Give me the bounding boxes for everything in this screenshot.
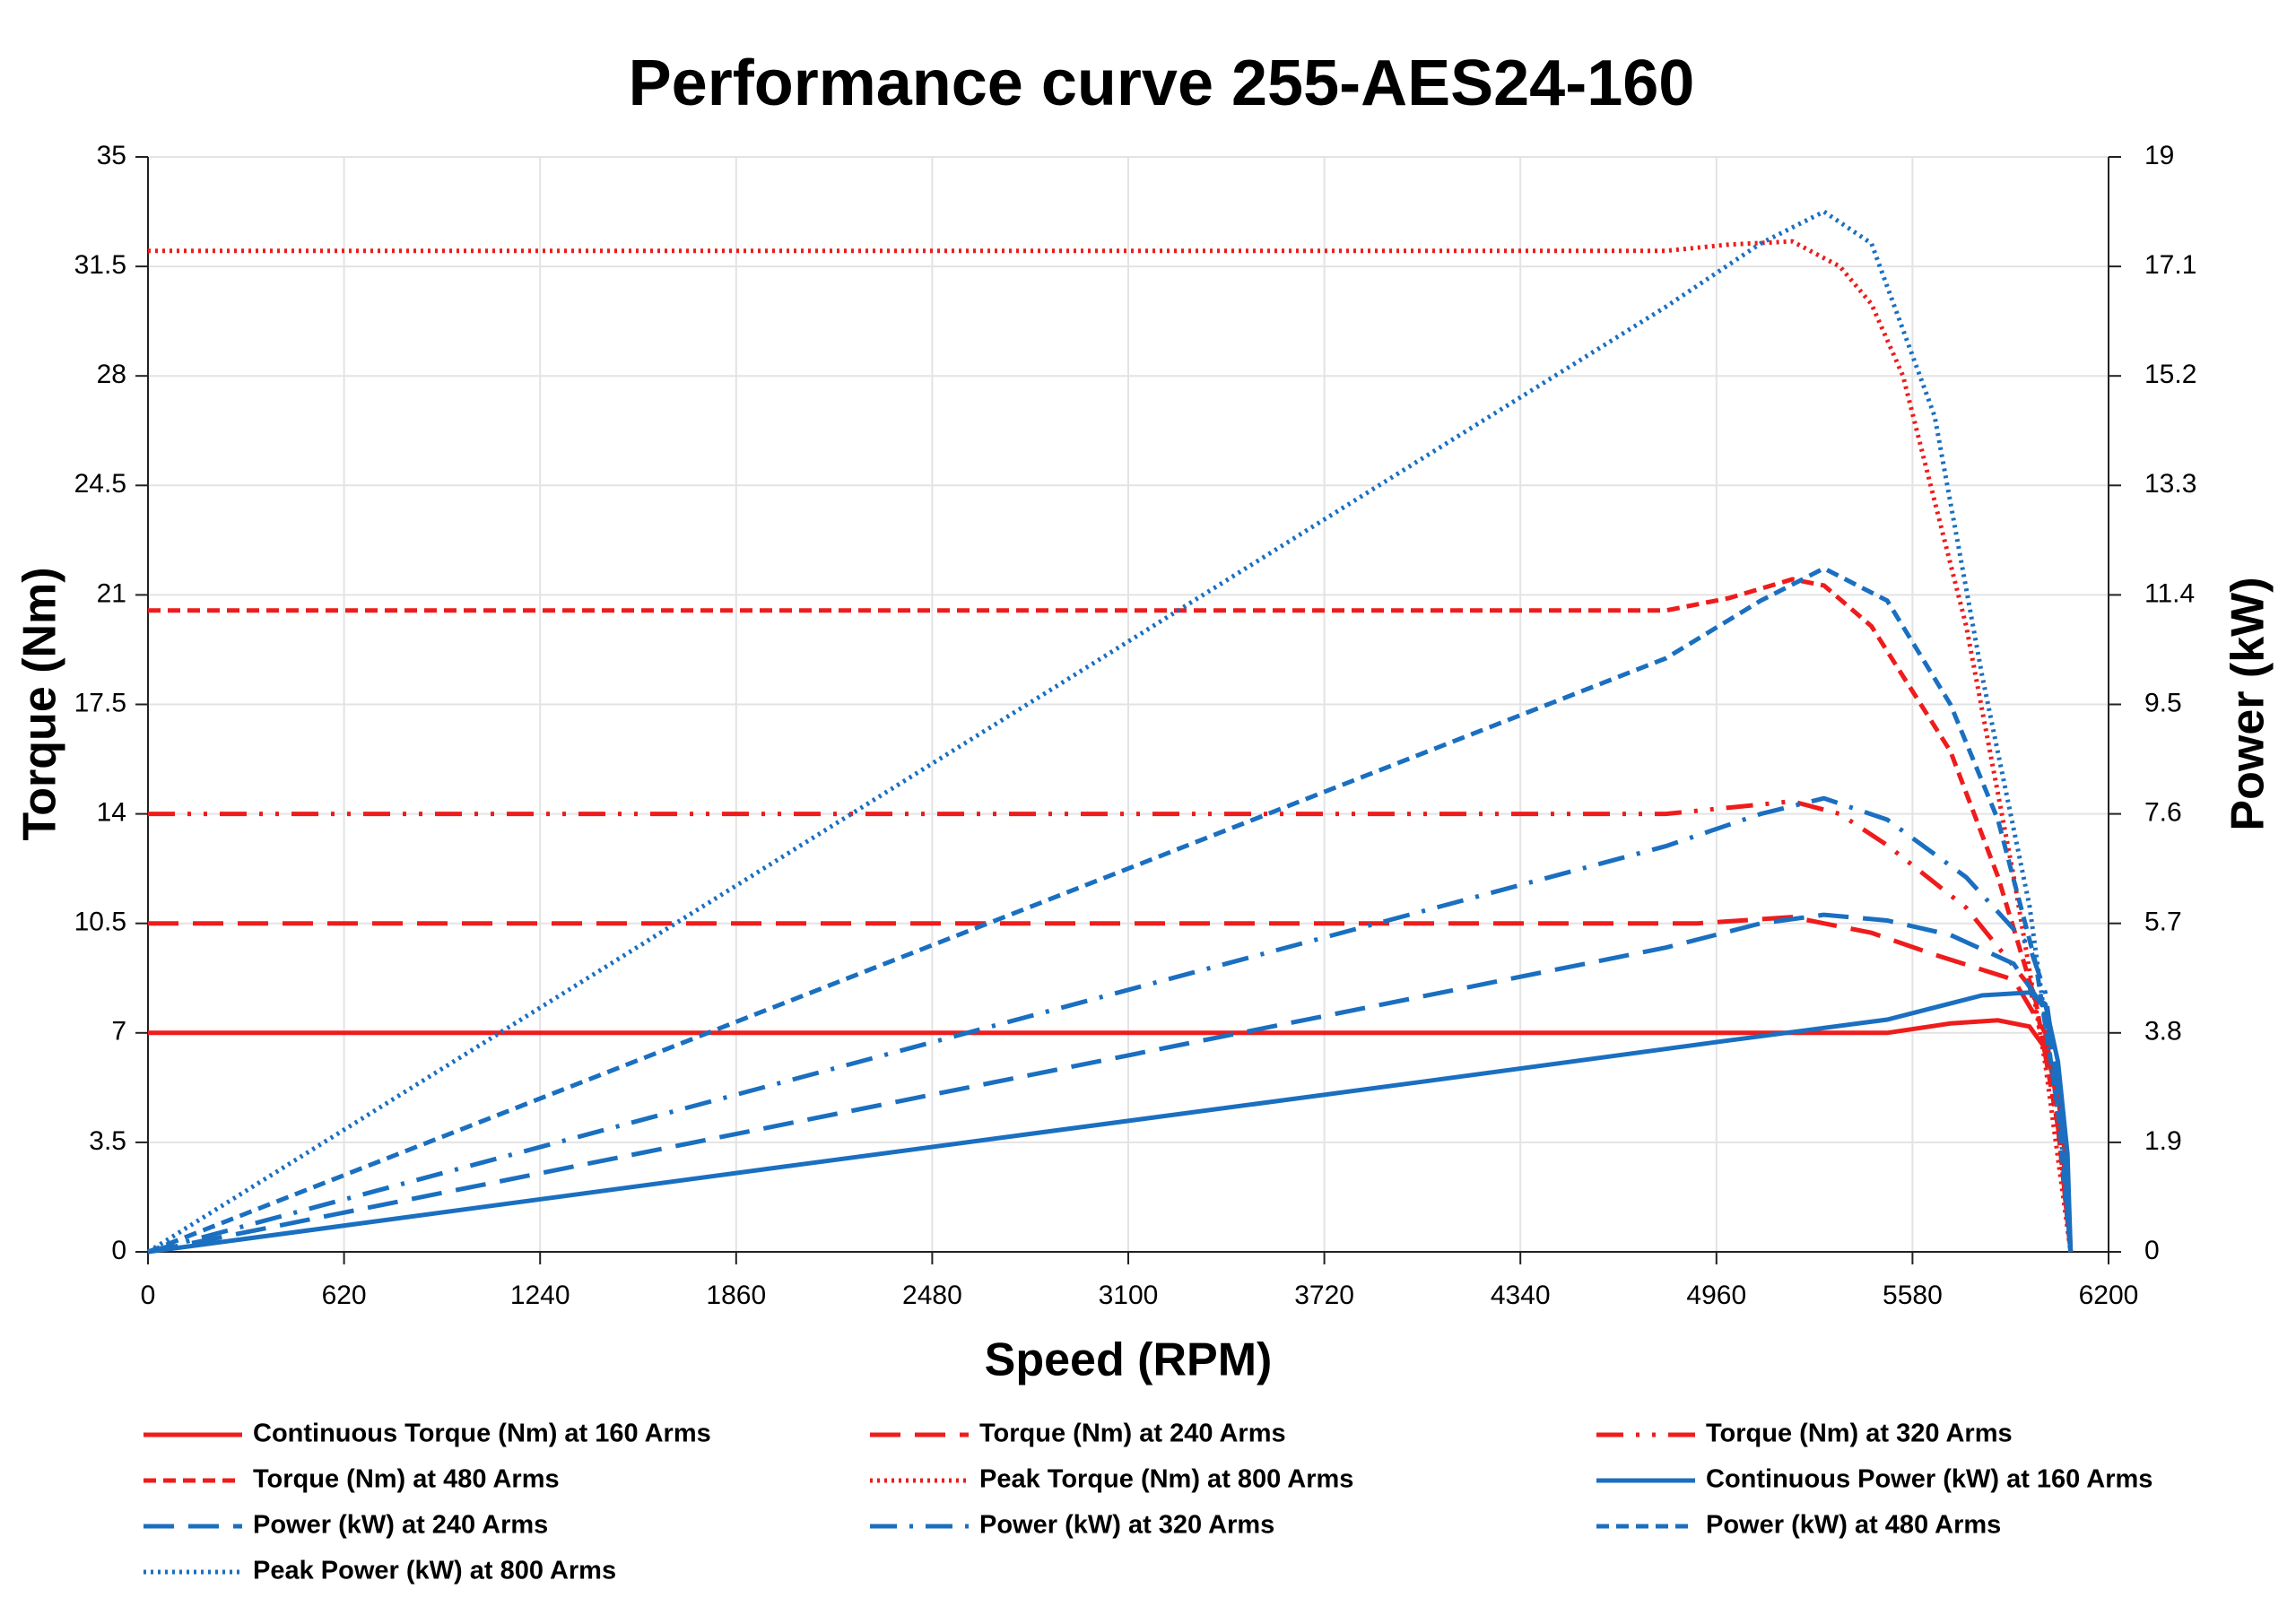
legend-label: Power (kW) at 320 Arms — [979, 1511, 1274, 1540]
x-axis-title: Speed (RPM) — [985, 1334, 1273, 1386]
x-tick-label: 4340 — [1491, 1281, 1551, 1310]
x-tick-label: 1240 — [510, 1281, 570, 1310]
y2-tick-label: 17.1 — [2144, 250, 2196, 280]
x-tick-label: 6200 — [2079, 1281, 2139, 1310]
x-tick-label: 4960 — [1686, 1281, 1746, 1310]
series-line — [146, 209, 2074, 1255]
series-line — [148, 1018, 2074, 1253]
y-tick-label: 14 — [97, 798, 126, 828]
x-tick-label: 0 — [141, 1281, 156, 1310]
legend-label: Power (kW) at 480 Arms — [1706, 1511, 2001, 1540]
legend-label: Torque (Nm) at 480 Arms — [253, 1465, 560, 1494]
y2-tick-label: 19 — [2144, 141, 2174, 170]
legend-label: Torque (Nm) at 240 Arms — [979, 1420, 1286, 1448]
y-tick-label: 21 — [97, 578, 126, 608]
x-tick-label: 620 — [322, 1281, 367, 1310]
y-axis-title: Torque (Nm) — [14, 567, 66, 840]
y-tick-label: 24.5 — [74, 469, 126, 499]
y2-tick-label: 11.4 — [2144, 578, 2195, 608]
series-line — [148, 799, 2074, 1253]
y-tick-label: 28 — [97, 360, 126, 389]
y-tick-label: 3.5 — [89, 1126, 126, 1156]
y2-tick-label: 9.5 — [2144, 688, 2182, 717]
series-line — [147, 565, 2074, 1255]
legend-label: Power (kW) at 240 Arms — [253, 1511, 548, 1540]
x-tick-label: 1860 — [706, 1281, 766, 1310]
x-tick-label: 2480 — [902, 1281, 962, 1310]
legend-label: Peak Torque (Nm) at 800 Arms — [979, 1465, 1353, 1494]
series-line — [147, 795, 2074, 1255]
y-tick-label: 7 — [111, 1017, 126, 1047]
y-tick-label: 31.5 — [74, 250, 126, 280]
chart-title: Performance curve 255-AES24-160 — [629, 48, 1695, 119]
legend-label: Continuous Torque (Nm) at 160 Arms — [253, 1420, 711, 1448]
y2-tick-label: 15.2 — [2144, 360, 2196, 389]
legend-label: Continuous Power (kW) at 160 Arms — [1706, 1465, 2152, 1494]
y2-tick-label: 7.6 — [2144, 798, 2182, 828]
y-tick-label: 10.5 — [74, 908, 126, 937]
series-line — [148, 915, 2074, 1253]
y2-tick-label: 1.9 — [2144, 1126, 2182, 1156]
legend-label: Peak Power (kW) at 800 Arms — [253, 1557, 616, 1585]
y2-axis-title: Power (kW) — [2222, 577, 2274, 830]
y-tick-label: 17.5 — [74, 688, 126, 717]
y2-tick-label: 0 — [2144, 1236, 2160, 1265]
x-tick-label: 5580 — [1883, 1281, 1943, 1310]
y-tick-label: 35 — [97, 141, 126, 170]
series-line — [147, 990, 2074, 1255]
series-line — [148, 577, 2074, 1253]
x-tick-label: 3100 — [1099, 1281, 1159, 1310]
series-line — [148, 239, 2074, 1253]
y2-tick-label: 5.7 — [2144, 908, 2182, 937]
series-line — [147, 912, 2074, 1255]
y2-tick-label: 13.3 — [2144, 469, 2196, 499]
y2-tick-label: 3.8 — [2144, 1017, 2182, 1047]
y-tick-label: 0 — [111, 1236, 126, 1265]
x-tick-label: 3720 — [1294, 1281, 1354, 1310]
legend-label: Torque (Nm) at 320 Arms — [1706, 1420, 2013, 1448]
